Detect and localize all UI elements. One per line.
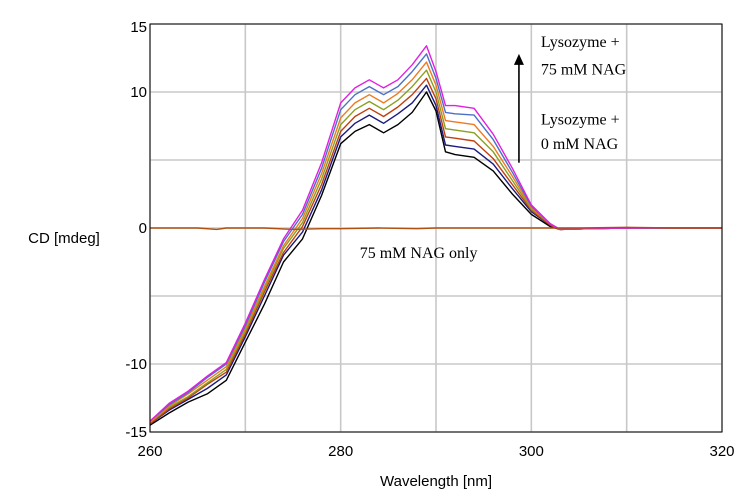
x-tick-label: 300: [519, 443, 544, 460]
y-tick-label: -10: [125, 356, 147, 373]
series-line-1: [149, 91, 722, 426]
x-axis-label: Wavelength [nm]: [380, 473, 492, 490]
annotation-label: 75 mM NAG: [541, 61, 627, 78]
annotation-label: 75 mM NAG only: [360, 245, 478, 262]
annotations: Lysozyme + 75 mM NAG Lysozyme + 0 mM NAG 75 …: [360, 34, 627, 262]
x-tick-label: 320: [709, 443, 734, 460]
arrow: [513, 53, 524, 163]
y-tick-labels: -15 -10 0 10 15: [125, 19, 147, 441]
annotation-label: Lysozyme +: [541, 34, 620, 51]
series-line-8: [150, 226, 722, 231]
plot-frame: [149, 23, 723, 433]
y-tick-label: 10: [130, 84, 147, 101]
y-axis-label: CD [mdeg]: [28, 230, 100, 247]
y-tick-label: 0: [139, 220, 147, 237]
series-layer: [149, 45, 722, 426]
x-tick-label: 260: [137, 443, 162, 460]
series-line-7: [149, 45, 722, 422]
arrow-head: [513, 53, 524, 65]
y-tick-label: -15: [125, 424, 147, 441]
annotation-label: Lysozyme +: [541, 112, 620, 129]
x-tick-label: 280: [328, 443, 353, 460]
series-line-3: [149, 77, 722, 425]
y-tick-label: 15: [130, 19, 147, 36]
annotation-label: 0 mM NAG: [541, 136, 619, 153]
x-tick-labels: 260 280 300 320: [137, 443, 734, 460]
